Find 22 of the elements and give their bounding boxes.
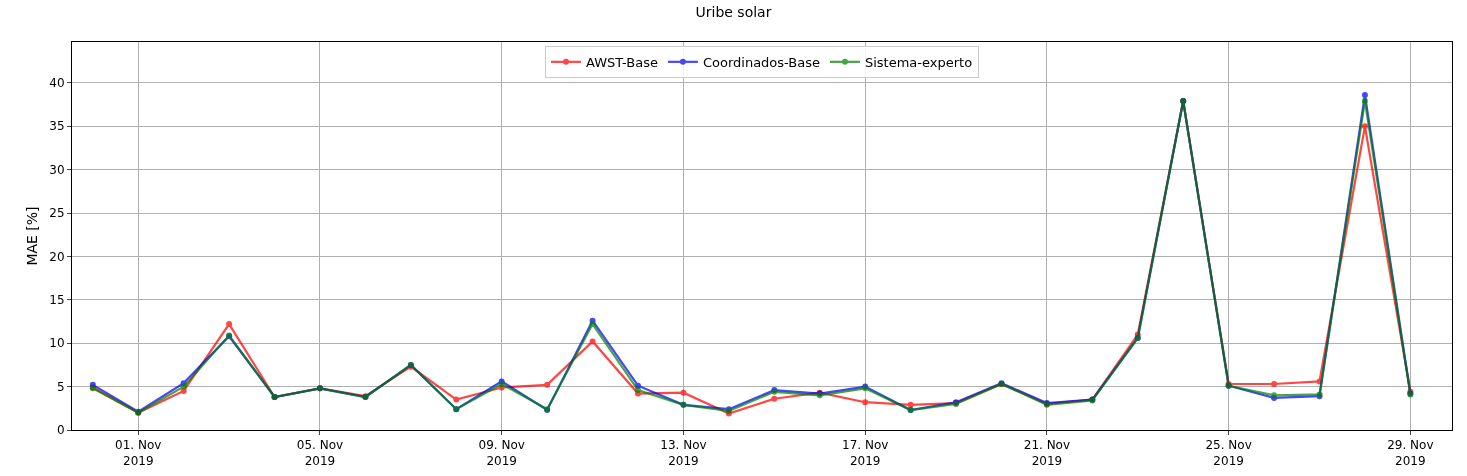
y-tick-label: 0 xyxy=(56,423,65,438)
legend-label: AWST-Base xyxy=(586,54,658,70)
y-tick-label: 35 xyxy=(49,119,65,134)
chart-title: Uribe solar xyxy=(695,3,772,20)
legend-label: Sistema-experto xyxy=(864,54,973,70)
x-tick-label: 05. Nov 2019 xyxy=(296,438,344,468)
y-tick-label: 40 xyxy=(49,76,65,90)
y-tick-label: 15 xyxy=(49,293,65,307)
x-tick-label: 13. Nov 2019 xyxy=(660,438,707,468)
x-tick-label: 21. Nov 2019 xyxy=(1023,438,1071,468)
y-tick-label: 20 xyxy=(49,249,65,264)
x-tick-label: 01. Nov 2019 xyxy=(115,438,162,468)
y-tick-label: 5 xyxy=(56,379,65,394)
x-tick-label: 17. Nov 2019 xyxy=(842,438,889,468)
y-axis-title: MAE [%] xyxy=(23,206,40,266)
y-tick-label: 10 xyxy=(49,336,65,351)
x-tick-label: 09. Nov 2019 xyxy=(478,438,525,468)
x-tick-label: 29. Nov 2019 xyxy=(1387,438,1434,468)
y-tick-label: 30 xyxy=(49,162,65,177)
y-tick-label: 25 xyxy=(49,206,65,221)
x-tick-label: 25. Nov 2019 xyxy=(1205,438,1252,468)
legend-label: Coordinados-Base xyxy=(702,54,820,70)
